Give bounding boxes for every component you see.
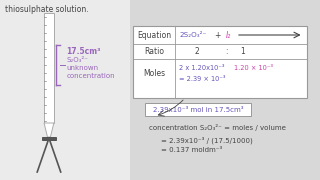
Bar — [44, 13, 54, 123]
Bar — [145, 103, 251, 116]
Text: unknown: unknown — [67, 65, 99, 71]
Text: 2: 2 — [195, 47, 199, 56]
Text: +: + — [214, 30, 221, 39]
Text: concentration S₂O₃²⁻ = moles / volume: concentration S₂O₃²⁻ = moles / volume — [149, 124, 286, 131]
Text: 17.5cm³: 17.5cm³ — [67, 47, 101, 56]
Text: Ratio: Ratio — [144, 47, 164, 56]
Text: 1.20 × 10⁻³: 1.20 × 10⁻³ — [234, 65, 273, 71]
Text: = 2.39x10⁻³ / (17.5/1000): = 2.39x10⁻³ / (17.5/1000) — [161, 136, 252, 143]
Text: thiosulphate solution.: thiosulphate solution. — [5, 5, 89, 14]
Text: 2.39x10⁻³ mol in 17.5cm³: 2.39x10⁻³ mol in 17.5cm³ — [153, 107, 243, 112]
Text: Equation: Equation — [137, 30, 171, 39]
Text: S₂O₃²⁻: S₂O₃²⁻ — [67, 57, 89, 63]
Text: I₂: I₂ — [226, 30, 231, 39]
Bar — [42, 137, 56, 140]
Text: 1: 1 — [240, 47, 245, 56]
Text: = 2.39 × 10⁻³: = 2.39 × 10⁻³ — [179, 76, 226, 82]
Text: = 0.137 moldm⁻³: = 0.137 moldm⁻³ — [161, 147, 222, 153]
Polygon shape — [44, 123, 54, 137]
Text: 2S₂O₃²⁻: 2S₂O₃²⁻ — [179, 32, 206, 38]
Text: 2 x 1.20x10⁻³: 2 x 1.20x10⁻³ — [179, 65, 225, 71]
Text: Moles: Moles — [143, 69, 165, 78]
Bar — [0, 0, 130, 180]
Text: :: : — [225, 47, 228, 56]
Text: concentration: concentration — [67, 73, 115, 79]
Bar — [133, 26, 308, 98]
